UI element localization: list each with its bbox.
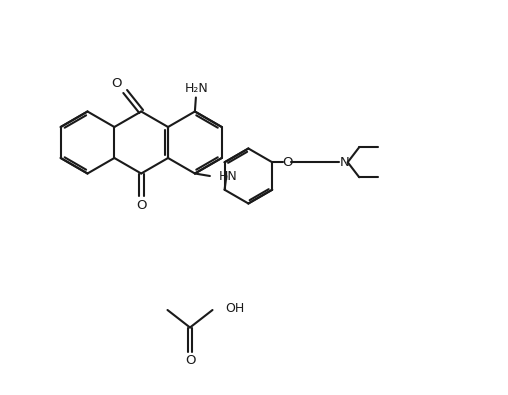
Text: O: O — [111, 77, 121, 90]
Text: O: O — [282, 156, 293, 169]
Text: O: O — [185, 354, 195, 367]
Text: HN: HN — [218, 169, 237, 182]
Text: O: O — [136, 199, 146, 211]
Text: H₂N: H₂N — [185, 82, 209, 95]
Text: N: N — [340, 156, 350, 169]
Text: OH: OH — [225, 303, 244, 316]
